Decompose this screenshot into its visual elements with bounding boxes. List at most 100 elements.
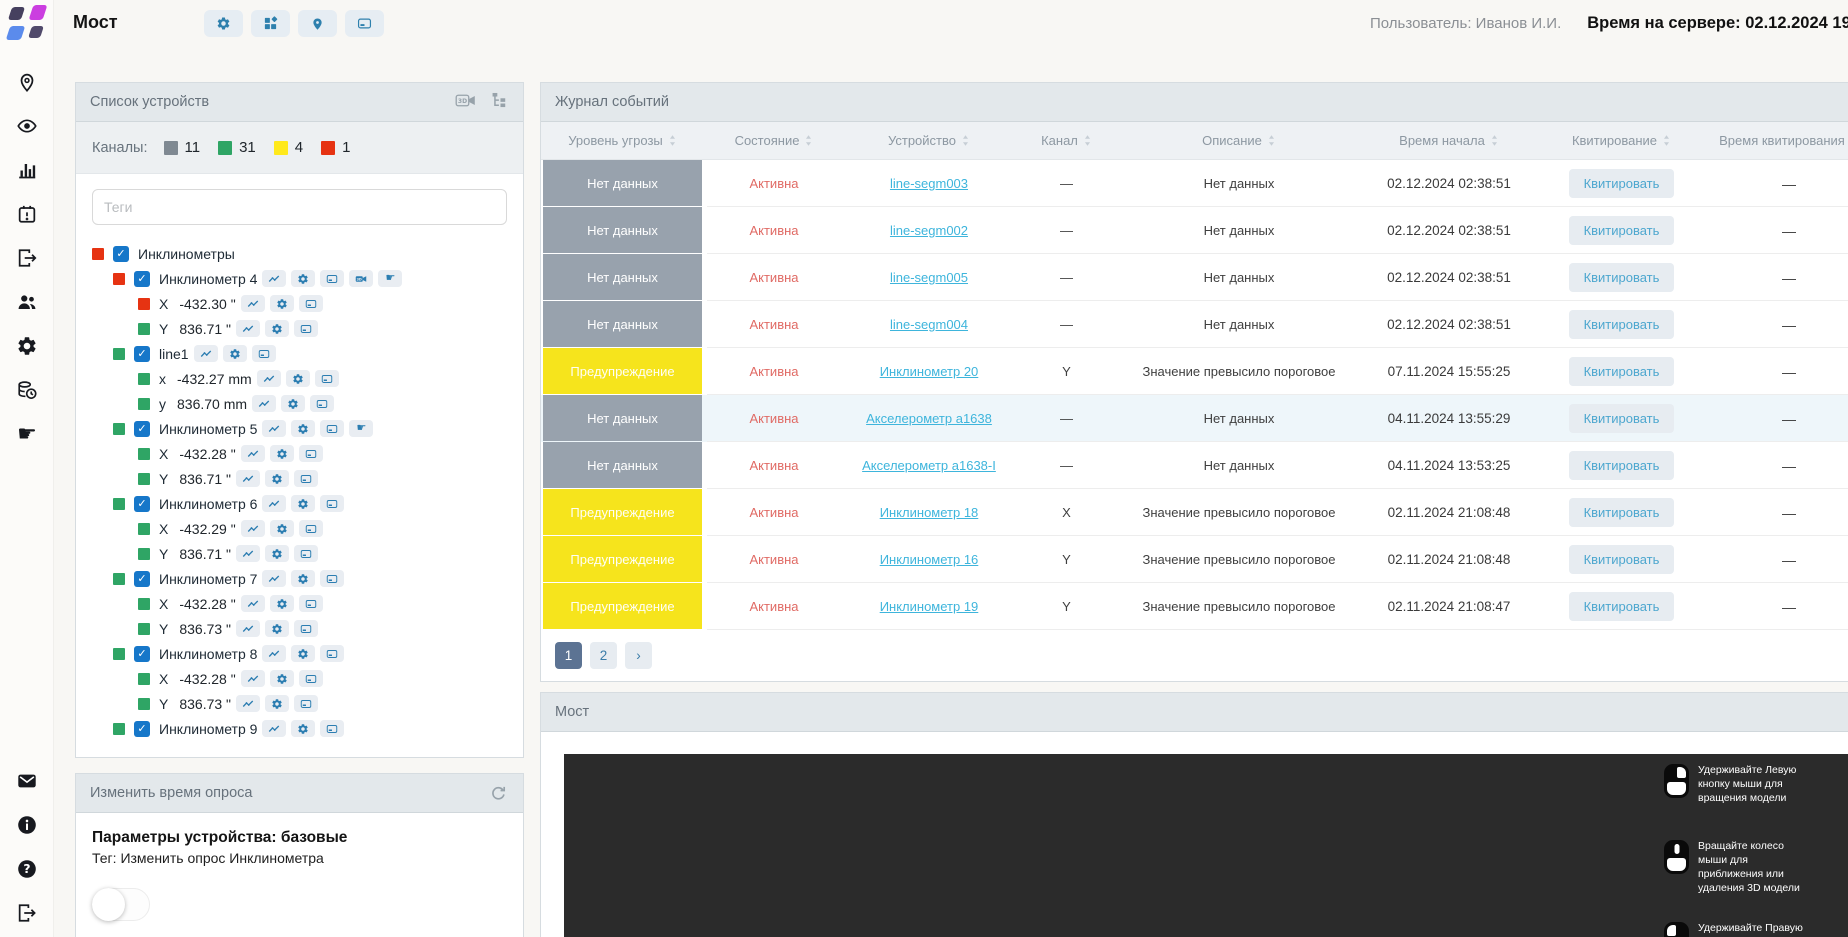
trend-icon-button[interactable] bbox=[236, 545, 261, 562]
eye-icon[interactable] bbox=[0, 104, 54, 148]
display-icon-button[interactable] bbox=[310, 395, 335, 412]
column-header[interactable]: Состояние bbox=[704, 133, 844, 148]
acknowledge-button[interactable]: Квитировать bbox=[1568, 592, 1675, 621]
tree-row[interactable]: ✓ Инклинометры bbox=[76, 241, 523, 266]
tree-checkbox[interactable]: ✓ bbox=[113, 245, 129, 262]
gear-icon-button[interactable] bbox=[291, 720, 316, 737]
question-icon[interactable]: ? bbox=[0, 847, 54, 891]
trend-icon-button[interactable] bbox=[262, 420, 287, 437]
tree-row[interactable]: X -432.28 " bbox=[76, 591, 523, 616]
tree-row[interactable]: ✓ Инклинометр 9 bbox=[76, 716, 523, 741]
trend-icon-button[interactable] bbox=[262, 495, 287, 512]
gear-icon-button[interactable] bbox=[265, 545, 290, 562]
trend-icon-button[interactable] bbox=[236, 320, 261, 337]
bar-chart-icon[interactable] bbox=[0, 148, 54, 192]
acknowledge-button[interactable]: Квитировать bbox=[1568, 451, 1675, 480]
column-header[interactable]: Время начала bbox=[1359, 133, 1539, 148]
tree-row[interactable]: y 836.70 mm bbox=[76, 391, 523, 416]
calendar-alert-icon[interactable] bbox=[0, 192, 54, 236]
device-link[interactable]: Инклинометр 20 bbox=[879, 364, 979, 379]
acknowledge-button[interactable]: Квитировать bbox=[1568, 169, 1675, 198]
gear-icon-button[interactable] bbox=[285, 370, 310, 387]
tree-checkbox[interactable]: ✓ bbox=[134, 495, 150, 512]
trend-icon-button[interactable] bbox=[240, 445, 265, 462]
gear-icon-button[interactable] bbox=[222, 345, 247, 362]
topbar-widgets-button[interactable] bbox=[251, 10, 290, 37]
tree-row[interactable]: ✓ Инклинометр 5 ☛ bbox=[76, 416, 523, 441]
display-icon-button[interactable] bbox=[298, 295, 323, 312]
display-icon-button[interactable] bbox=[298, 670, 323, 687]
trend-icon-button[interactable] bbox=[252, 395, 277, 412]
gear-icon[interactable] bbox=[0, 324, 54, 368]
users-icon[interactable] bbox=[0, 280, 54, 324]
info-icon[interactable] bbox=[0, 803, 54, 847]
trend-icon-button[interactable] bbox=[262, 270, 287, 287]
display-icon-button[interactable] bbox=[298, 520, 323, 537]
trend-icon-button[interactable] bbox=[256, 370, 281, 387]
tree-row[interactable]: Y 836.71 " bbox=[76, 466, 523, 491]
display-icon-button[interactable] bbox=[294, 620, 319, 637]
trend-icon-button[interactable] bbox=[240, 595, 265, 612]
trend-icon-button[interactable] bbox=[240, 670, 265, 687]
pointer-icon-button[interactable]: ☛ bbox=[378, 270, 403, 287]
history-db-icon[interactable] bbox=[0, 368, 54, 412]
tree-row[interactable]: X -432.29 " bbox=[76, 516, 523, 541]
video-3d-icon-button[interactable]: 3D bbox=[349, 270, 374, 287]
trend-icon-button[interactable] bbox=[236, 470, 261, 487]
column-header[interactable]: Устройство bbox=[844, 133, 1014, 148]
page-button-1[interactable]: 1 bbox=[555, 642, 582, 669]
device-link[interactable]: line-segm005 bbox=[889, 270, 969, 285]
trend-icon-button[interactable] bbox=[262, 720, 287, 737]
display-icon-button[interactable] bbox=[320, 495, 345, 512]
display-icon-button[interactable] bbox=[320, 720, 345, 737]
display-icon-button[interactable] bbox=[314, 370, 339, 387]
topbar-gear-button[interactable] bbox=[204, 10, 243, 37]
display-icon-button[interactable] bbox=[298, 595, 323, 612]
trend-icon-button[interactable] bbox=[262, 645, 287, 662]
tree-view-icon[interactable] bbox=[488, 91, 509, 114]
gear-icon-button[interactable] bbox=[291, 570, 316, 587]
export-icon[interactable] bbox=[0, 236, 54, 280]
gear-icon-button[interactable] bbox=[265, 695, 290, 712]
device-link[interactable]: Акселерометр а1638 bbox=[866, 411, 992, 426]
tree-row[interactable]: ✓ Инклинометр 6 bbox=[76, 491, 523, 516]
trend-icon-button[interactable] bbox=[240, 295, 265, 312]
display-icon-button[interactable] bbox=[294, 545, 319, 562]
column-header[interactable]: Канал bbox=[1014, 133, 1119, 148]
tree-checkbox[interactable]: ✓ bbox=[134, 720, 150, 737]
tree-row[interactable]: ✓ Инклинометр 7 bbox=[76, 566, 523, 591]
acknowledge-button[interactable]: Квитировать bbox=[1568, 263, 1675, 292]
gear-icon-button[interactable] bbox=[291, 495, 316, 512]
pin-icon[interactable] bbox=[0, 60, 54, 104]
camera-3d-icon[interactable]: 3D bbox=[455, 91, 476, 114]
display-icon-button[interactable] bbox=[320, 570, 345, 587]
gear-icon-button[interactable] bbox=[265, 320, 290, 337]
poll-toggle[interactable] bbox=[92, 888, 150, 921]
tree-row[interactable]: Y 836.71 " bbox=[76, 541, 523, 566]
tree-checkbox[interactable]: ✓ bbox=[134, 270, 150, 287]
tree-row[interactable]: X -432.28 " bbox=[76, 666, 523, 691]
tree-row[interactable]: Y 836.73 " bbox=[76, 616, 523, 641]
next-page-button[interactable]: › bbox=[625, 642, 652, 669]
tree-checkbox[interactable]: ✓ bbox=[134, 420, 150, 437]
gear-icon-button[interactable] bbox=[265, 470, 290, 487]
tree-row[interactable]: Y 836.71 " bbox=[76, 316, 523, 341]
tree-row[interactable]: X -432.28 " bbox=[76, 441, 523, 466]
display-icon-button[interactable] bbox=[294, 695, 319, 712]
device-link[interactable]: Инклинометр 19 bbox=[879, 599, 979, 614]
gear-icon-button[interactable] bbox=[269, 595, 294, 612]
gear-icon-button[interactable] bbox=[269, 445, 294, 462]
device-link[interactable]: Инклинометр 16 bbox=[879, 552, 979, 567]
gear-icon-button[interactable] bbox=[265, 620, 290, 637]
acknowledge-button[interactable]: Квитировать bbox=[1568, 498, 1675, 527]
pointer-hand-icon[interactable]: ☛ bbox=[17, 421, 37, 446]
gear-icon-button[interactable] bbox=[269, 520, 294, 537]
trend-icon-button[interactable] bbox=[236, 695, 261, 712]
gear-icon-button[interactable] bbox=[291, 420, 316, 437]
tree-row[interactable]: Y 836.73 " bbox=[76, 691, 523, 716]
topbar-pin-filled-button[interactable] bbox=[298, 10, 337, 37]
acknowledge-button[interactable]: Квитировать bbox=[1568, 357, 1675, 386]
tree-row[interactable]: ✓ line1 bbox=[76, 341, 523, 366]
trend-icon-button[interactable] bbox=[240, 520, 265, 537]
gear-icon-button[interactable] bbox=[269, 295, 294, 312]
